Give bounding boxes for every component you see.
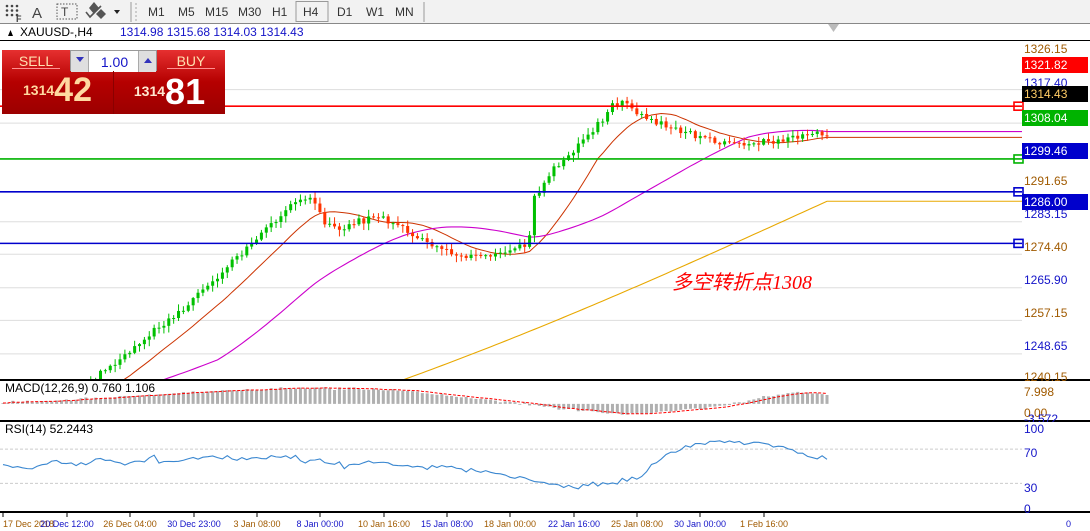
svg-text:30 Dec 23:00: 30 Dec 23:00 xyxy=(167,519,221,529)
svg-text:30 Jan 00:00: 30 Jan 00:00 xyxy=(674,519,726,529)
svg-text:1 Feb 16:00: 1 Feb 16:00 xyxy=(740,519,788,529)
svg-text:0: 0 xyxy=(1066,519,1071,529)
svg-text:D1: D1 xyxy=(337,5,353,19)
svg-text:18 Jan 00:00: 18 Jan 00:00 xyxy=(484,519,536,529)
svg-text:H1: H1 xyxy=(272,5,288,19)
svg-text:A: A xyxy=(32,5,42,22)
svg-text:25 Jan 08:00: 25 Jan 08:00 xyxy=(611,519,663,529)
svg-text:F: F xyxy=(16,14,22,24)
svg-text:MACD(12,26,9) 0.760 1.106: MACD(12,26,9) 0.760 1.106 xyxy=(5,381,155,395)
svg-text:M5: M5 xyxy=(178,5,195,19)
svg-text:22 Jan 16:00: 22 Jan 16:00 xyxy=(548,519,600,529)
svg-text:M15: M15 xyxy=(205,5,229,19)
svg-text:RSI(14) 52.2443: RSI(14) 52.2443 xyxy=(5,422,93,436)
svg-text:W1: W1 xyxy=(366,5,384,19)
svg-text:MN: MN xyxy=(395,5,414,19)
svg-text:10 Jan 16:00: 10 Jan 16:00 xyxy=(358,519,410,529)
svg-text:15 Jan 08:00: 15 Jan 08:00 xyxy=(421,519,473,529)
svg-text:M1: M1 xyxy=(148,5,165,19)
svg-text:多空转折点1308: 多空转折点1308 xyxy=(672,272,812,294)
svg-text:3 Jan 08:00: 3 Jan 08:00 xyxy=(233,519,280,529)
svg-text:M30: M30 xyxy=(238,5,262,19)
svg-text:H4: H4 xyxy=(303,5,319,19)
svg-text:8 Jan 00:00: 8 Jan 00:00 xyxy=(296,519,343,529)
svg-text:20 Dec 12:00: 20 Dec 12:00 xyxy=(40,519,94,529)
svg-text:26 Dec 04:00: 26 Dec 04:00 xyxy=(103,519,157,529)
svg-text:T: T xyxy=(61,5,69,19)
